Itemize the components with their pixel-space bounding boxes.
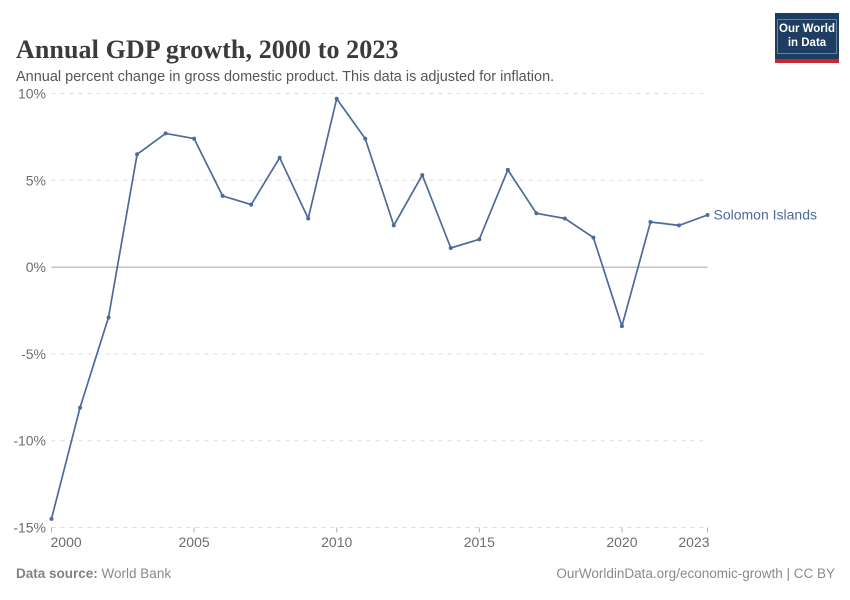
x-axis-label: 2015 [464, 534, 495, 550]
data-point [220, 193, 225, 198]
data-point [192, 136, 197, 141]
data-source-label: Data source: [16, 566, 98, 581]
y-axis-label: 5% [26, 172, 46, 188]
data-point [249, 202, 254, 207]
data-point [78, 405, 83, 410]
y-axis-label: 0% [26, 259, 46, 275]
owid-logo-line1: Our World [779, 23, 836, 35]
data-point [534, 211, 539, 216]
data-point [106, 315, 111, 320]
y-axis-label: -5% [21, 346, 46, 362]
data-point [505, 167, 510, 172]
data-source-value: World Bank [101, 566, 172, 581]
y-axis-label: -10% [13, 433, 46, 449]
line-series [50, 97, 709, 520]
data-point [135, 152, 140, 157]
data-point [562, 216, 567, 221]
owid-citation-link[interactable]: OurWorldinData.org/economic-growth | CC … [556, 566, 835, 581]
page-subtitle: Annual percent change in gross domestic … [16, 68, 555, 85]
data-point [619, 324, 624, 329]
data-point [363, 136, 368, 141]
data-source: Data source: World Bank [16, 566, 171, 581]
data-point [591, 235, 596, 240]
owid-logo: Our World in Data [775, 13, 839, 63]
x-axis-label: 2023 [678, 534, 709, 550]
chart-footer: Data source: World Bank OurWorldinData.o… [16, 566, 835, 581]
data-point [49, 516, 54, 521]
data-point [676, 223, 681, 228]
data-point [705, 213, 710, 218]
x-axis-label: 2020 [606, 534, 637, 550]
data-point [163, 131, 168, 136]
data-point [648, 219, 653, 224]
y-axis-label: 10% [18, 86, 46, 102]
data-point [306, 216, 311, 221]
data-point [448, 246, 453, 251]
page-title: Annual GDP growth, 2000 to 2023 [16, 35, 399, 65]
owid-logo-text: Our World in Data [777, 19, 837, 54]
data-point [477, 237, 482, 242]
x-axis-label: 2010 [321, 534, 352, 550]
owid-logo-line2: in Data [787, 37, 827, 49]
data-point [334, 96, 339, 101]
y-axis-label: -15% [13, 520, 46, 536]
x-axis-label: 2000 [51, 534, 82, 550]
data-point [420, 173, 425, 178]
owid-logo-red-bar [775, 59, 839, 63]
x-axis-label: 2005 [179, 534, 210, 550]
data-point [391, 223, 396, 228]
series-label: Solomon Islands [714, 207, 818, 223]
owid-logo-box: Our World in Data [775, 13, 839, 59]
data-point [277, 155, 282, 160]
